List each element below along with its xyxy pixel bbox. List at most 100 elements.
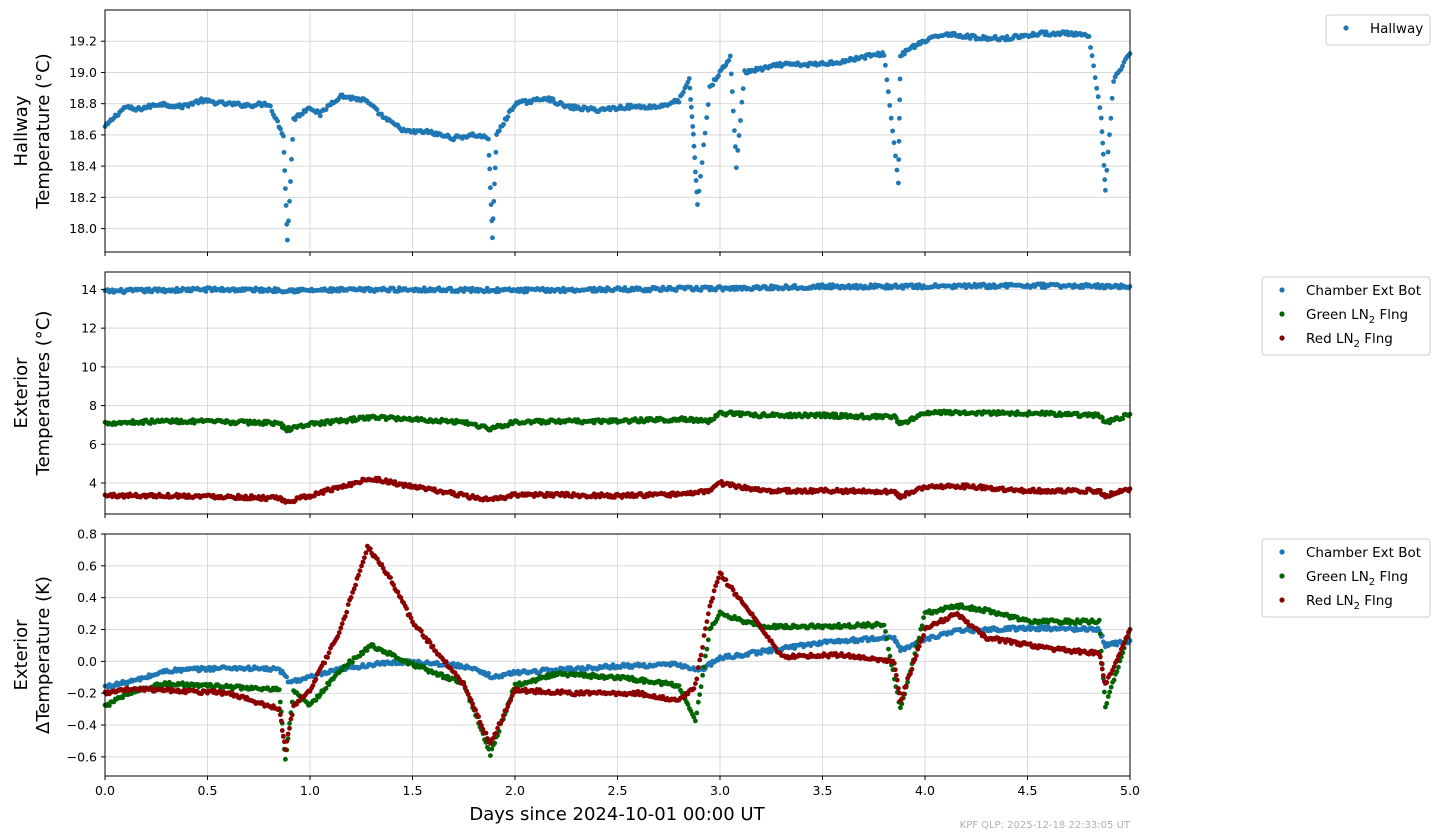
data-point [685,702,691,707]
data-point [1095,94,1101,100]
data-point [282,168,288,174]
legend-box [1325,14,1431,46]
data-point [711,588,717,594]
data-point [891,140,897,146]
data-point [344,609,350,615]
data-point [277,712,283,718]
data-point [704,115,710,120]
data-point [698,173,703,179]
y-axis-label: Hallway [11,95,32,166]
data-point [499,718,505,723]
data-point [325,655,330,660]
data-point [688,104,694,110]
data-point [283,203,289,208]
data-point [716,73,721,79]
data-point [490,235,495,241]
legend-marker [1343,25,1349,31]
y-axis-label: Temperatures (°C) [33,311,54,477]
data-point [894,167,900,173]
data-point [1103,187,1108,193]
data-point [493,730,499,736]
data-point [899,696,905,702]
data-point [703,626,708,631]
data-point [287,725,292,731]
data-point [685,79,691,85]
data-point [702,130,708,136]
data-point [897,97,903,103]
data-point [690,124,696,129]
data-point [894,677,900,683]
data-point [289,156,294,162]
data-point [1102,177,1108,183]
data-point [681,89,686,95]
data-point [1096,617,1102,623]
data-point [473,707,478,713]
data-point [881,622,887,628]
data-point [317,113,323,119]
data-point [883,62,888,68]
data-point [362,555,367,561]
data-point [686,76,692,81]
data-point [1104,167,1110,173]
data-point [470,701,475,707]
data-point [497,128,502,134]
data-point [1114,669,1120,674]
y-tick-label: 10 [81,359,97,374]
data-point [1091,63,1096,69]
data-point [275,118,280,124]
data-point [710,82,716,88]
data-point [1111,677,1117,683]
data-point [903,683,909,689]
data-point [719,571,724,577]
data-point [322,660,327,666]
data-point [693,169,698,175]
data-point [705,102,711,107]
data-point [276,687,282,693]
data-point [888,115,894,121]
data-point [388,575,393,580]
data-point [278,718,284,724]
data-point [700,645,705,650]
data-point [357,568,363,574]
data-point [1094,85,1100,91]
data-point [1092,75,1098,81]
data-point [483,730,489,736]
data-point [287,721,292,726]
data-point [353,582,358,588]
data-point [283,747,288,752]
data-point [1108,684,1114,690]
data-point [886,646,891,652]
data-point [710,595,716,601]
data-point [862,56,868,61]
data-point [1116,664,1121,670]
data-point [505,114,511,120]
data-point [890,128,895,134]
data-point [395,589,401,595]
y-tick-label: 8 [89,398,97,413]
data-point [492,181,497,187]
data-point [892,667,898,673]
data-point [705,611,711,617]
data-point [740,86,746,91]
data-point [287,198,292,204]
data-point [699,160,705,166]
data-point [268,103,273,109]
data-point [701,664,707,670]
data-point [1104,701,1110,706]
data-point [350,659,355,665]
data-point [695,202,700,207]
data-point [697,692,703,697]
data-point [488,185,493,191]
data-point [893,153,898,159]
data-point [1105,149,1111,155]
data-point [288,716,294,722]
data-point [550,96,556,102]
data-point [1100,140,1106,146]
data-point [313,677,319,682]
data-point [881,53,887,58]
data-point [286,218,291,224]
data-point [501,713,506,718]
data-point [691,131,696,137]
